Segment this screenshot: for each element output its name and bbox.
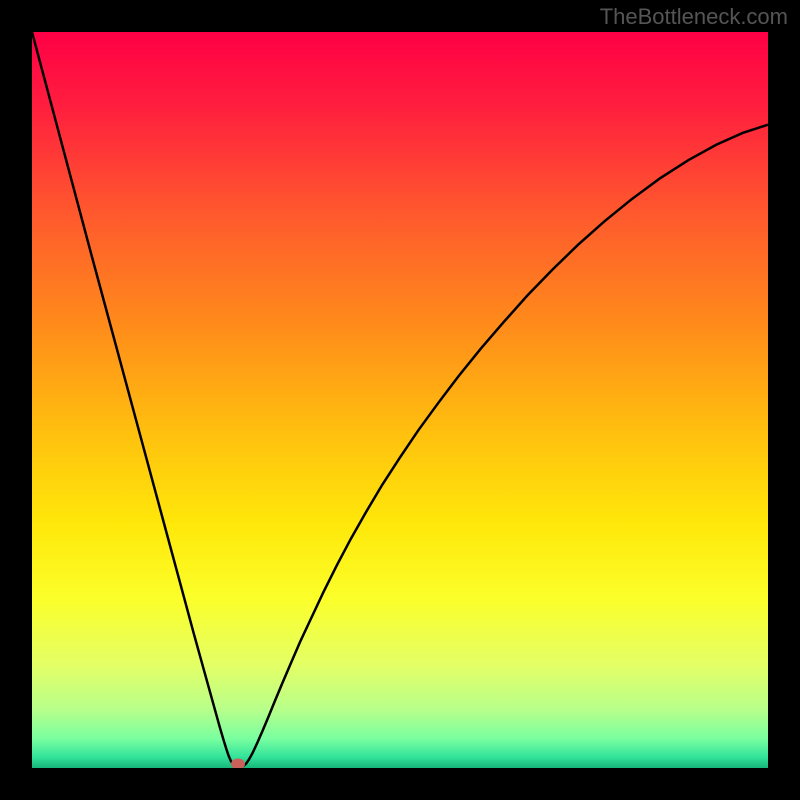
attribution-text: TheBottleneck.com — [600, 4, 788, 30]
bottleneck-curve — [32, 32, 768, 768]
bottleneck-marker — [231, 759, 245, 768]
chart-frame: TheBottleneck.com — [0, 0, 800, 800]
plot-area — [32, 32, 768, 768]
curve-path — [32, 32, 768, 768]
